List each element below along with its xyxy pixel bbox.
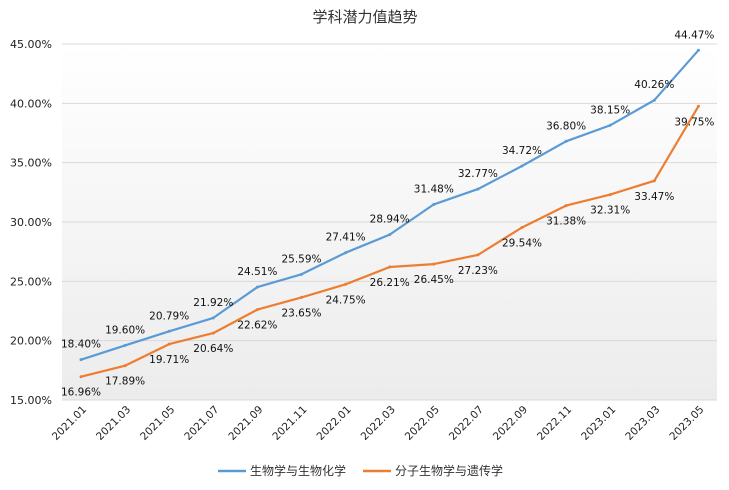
data-point [300,272,303,276]
x-tick-label: 2021.11 [270,404,309,443]
data-label: 44.47% [674,29,714,41]
x-tick-label: 2021.05 [138,404,177,443]
data-label: 18.40% [61,339,101,351]
data-point [696,104,700,108]
x-tick-label: 2021.01 [50,404,89,443]
data-label: 32.77% [458,168,498,180]
data-point [652,98,656,102]
y-tick-label: 15.00% [10,394,52,407]
y-tick-label: 20.00% [10,335,52,348]
gridlines [62,43,717,401]
data-point [476,253,480,257]
data-point [432,202,436,206]
y-tick-label: 45.00% [10,38,52,51]
data-point [123,364,127,368]
legend: 生物学与生物化学 分子生物学与遗传学 [218,463,503,478]
data-label: 20.79% [149,310,189,322]
data-label: 19.60% [105,324,145,336]
data-label: 28.94% [370,214,410,226]
data-label: 19.71% [149,354,189,366]
data-point [344,282,348,286]
chart-title: 学科潜力值趋势 [312,8,417,26]
x-tick-label: 2022.03 [359,404,398,443]
data-point [652,179,656,183]
x-tick-label: 2021.03 [94,404,133,443]
data-point [564,139,568,143]
y-tick-label: 35.00% [10,157,52,170]
x-tick-label: 2021.09 [226,404,265,443]
data-label: 22.62% [237,320,277,332]
data-label: 40.26% [634,79,674,91]
data-point [520,225,524,229]
data-point [608,193,612,197]
data-label: 31.38% [546,216,586,228]
series-lines [79,48,700,379]
data-point [255,285,259,289]
x-tick-label: 2023.05 [667,404,706,443]
data-point [344,251,348,255]
data-point [388,233,392,237]
data-point [79,375,83,379]
data-point [388,265,392,269]
data-point [608,123,612,127]
x-tick-label: 2022.05 [403,404,442,443]
data-label: 31.48% [414,183,454,195]
data-label: 29.54% [502,237,542,249]
data-point [432,262,436,266]
data-point [255,308,259,312]
data-label: 25.59% [281,253,321,265]
data-label: 20.64% [193,343,233,355]
x-tick-label: 2021.07 [182,404,221,443]
data-labels: 18.40% 19.60% 20.79% 21.92% 24.51% 25.59% 27.4… [61,29,714,398]
data-label: 23.65% [281,307,321,319]
y-tick-label: 30.00% [10,216,52,229]
x-tick-label: 2022.01 [315,404,354,443]
data-label: 21.92% [193,297,233,309]
x-tick-label: 2022.11 [535,404,574,443]
data-point [476,187,480,191]
data-point [564,204,568,208]
data-point [167,342,171,346]
data-label: 36.80% [546,120,586,132]
data-label: 26.45% [414,274,454,286]
data-point [211,331,215,335]
x-tick-label: 2023.01 [579,404,618,443]
data-label: 16.96% [61,387,101,399]
data-label: 24.51% [237,266,277,278]
data-label: 27.41% [326,232,366,244]
data-point [79,358,83,362]
data-label: 34.72% [502,145,542,157]
data-point [211,316,215,320]
y-tick-label: 25.00% [10,275,52,288]
data-point [520,164,524,168]
data-point [696,48,700,52]
y-tick-label: 40.00% [10,97,52,110]
data-label: 32.31% [590,205,630,217]
x-axis-ticks: 2021.01 2021.03 2021.05 2021.07 2021.09 2021.… [50,404,707,443]
data-label: 38.15% [590,104,630,116]
x-tick-label: 2023.03 [623,404,662,443]
data-point [167,329,171,333]
data-label: 24.75% [326,294,366,306]
data-point [123,343,127,347]
data-label: 33.47% [634,191,674,203]
data-label: 17.89% [105,376,145,388]
legend-label-series-2: 分子生物学与遗传学 [395,463,503,478]
x-tick-label: 2022.09 [491,404,530,443]
data-label: 26.21% [370,277,410,289]
legend-label-series-1: 生物学与生物化学 [250,463,346,478]
data-label: 39.75% [674,116,714,128]
data-label: 27.23% [458,265,498,277]
y-axis-ticks: 15.00% 20.00% 25.00% 30.00% 35.00% 40.00% 45.0… [10,38,52,407]
x-tick-label: 2022.07 [447,404,486,443]
data-point [300,295,303,299]
